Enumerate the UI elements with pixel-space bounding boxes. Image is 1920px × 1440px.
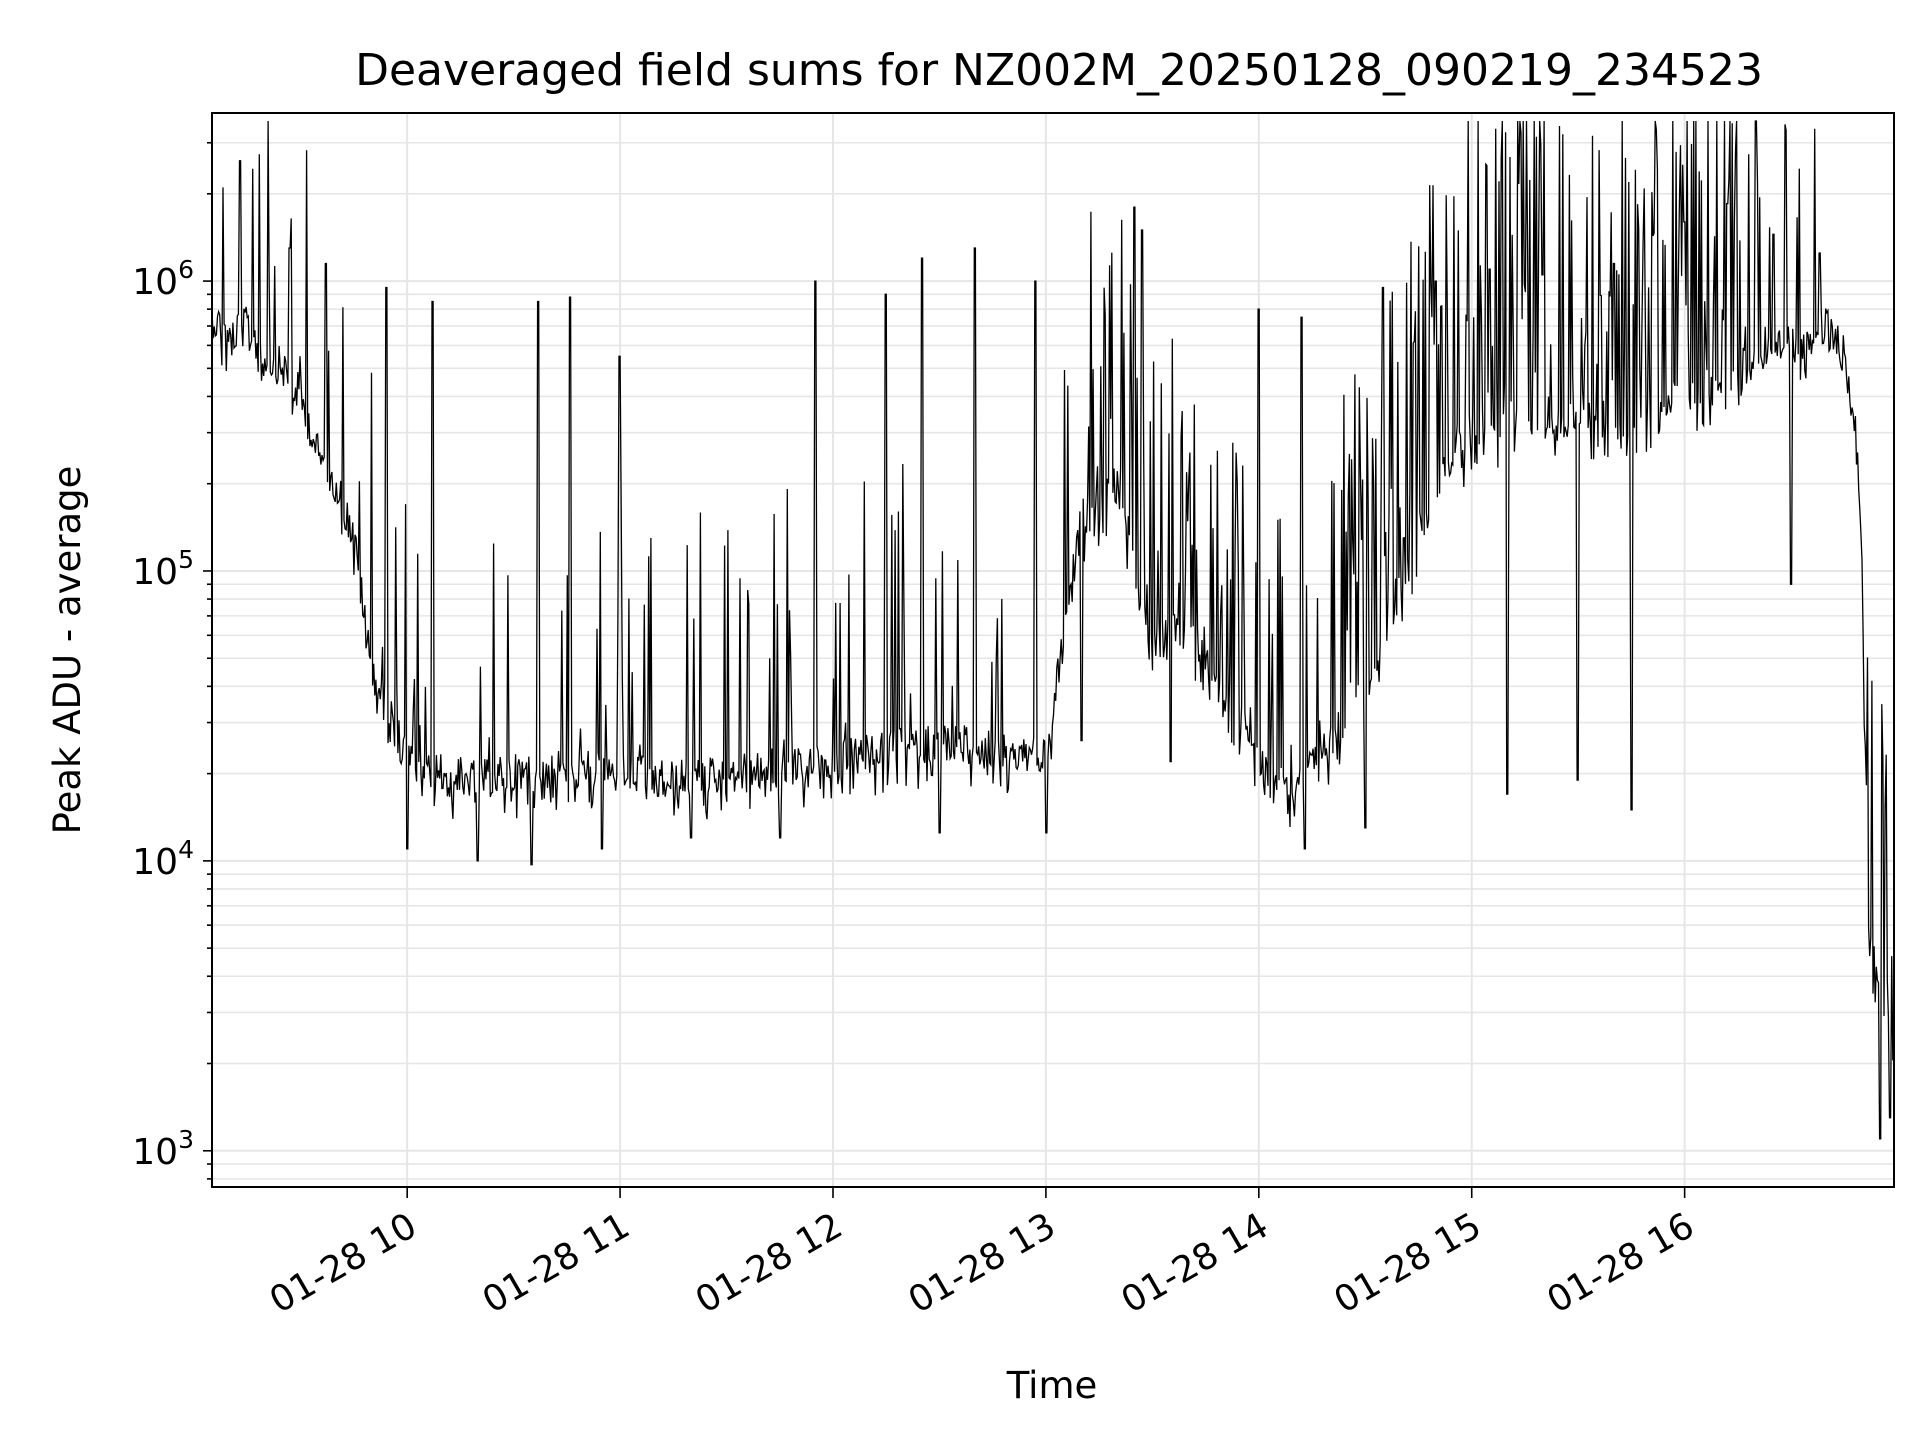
y-tick-label: 103 [132, 1125, 194, 1173]
y-axis: 103 104 105 106 [132, 141, 212, 1180]
data-line [211, 120, 1895, 1140]
y-axis-label: Peak ADU - average [46, 466, 89, 835]
plot-frame [211, 112, 1895, 1188]
grid [212, 113, 1894, 1187]
y-tick-label: 106 [132, 255, 194, 303]
x-axis-label: Time [1006, 1364, 1098, 1407]
chart-title: Deaveraged field sums for NZ002M_2025012… [355, 45, 1763, 96]
y-tick-label: 105 [132, 545, 194, 593]
y-tick-label: 104 [132, 835, 194, 883]
data-line-group [211, 120, 1895, 1140]
